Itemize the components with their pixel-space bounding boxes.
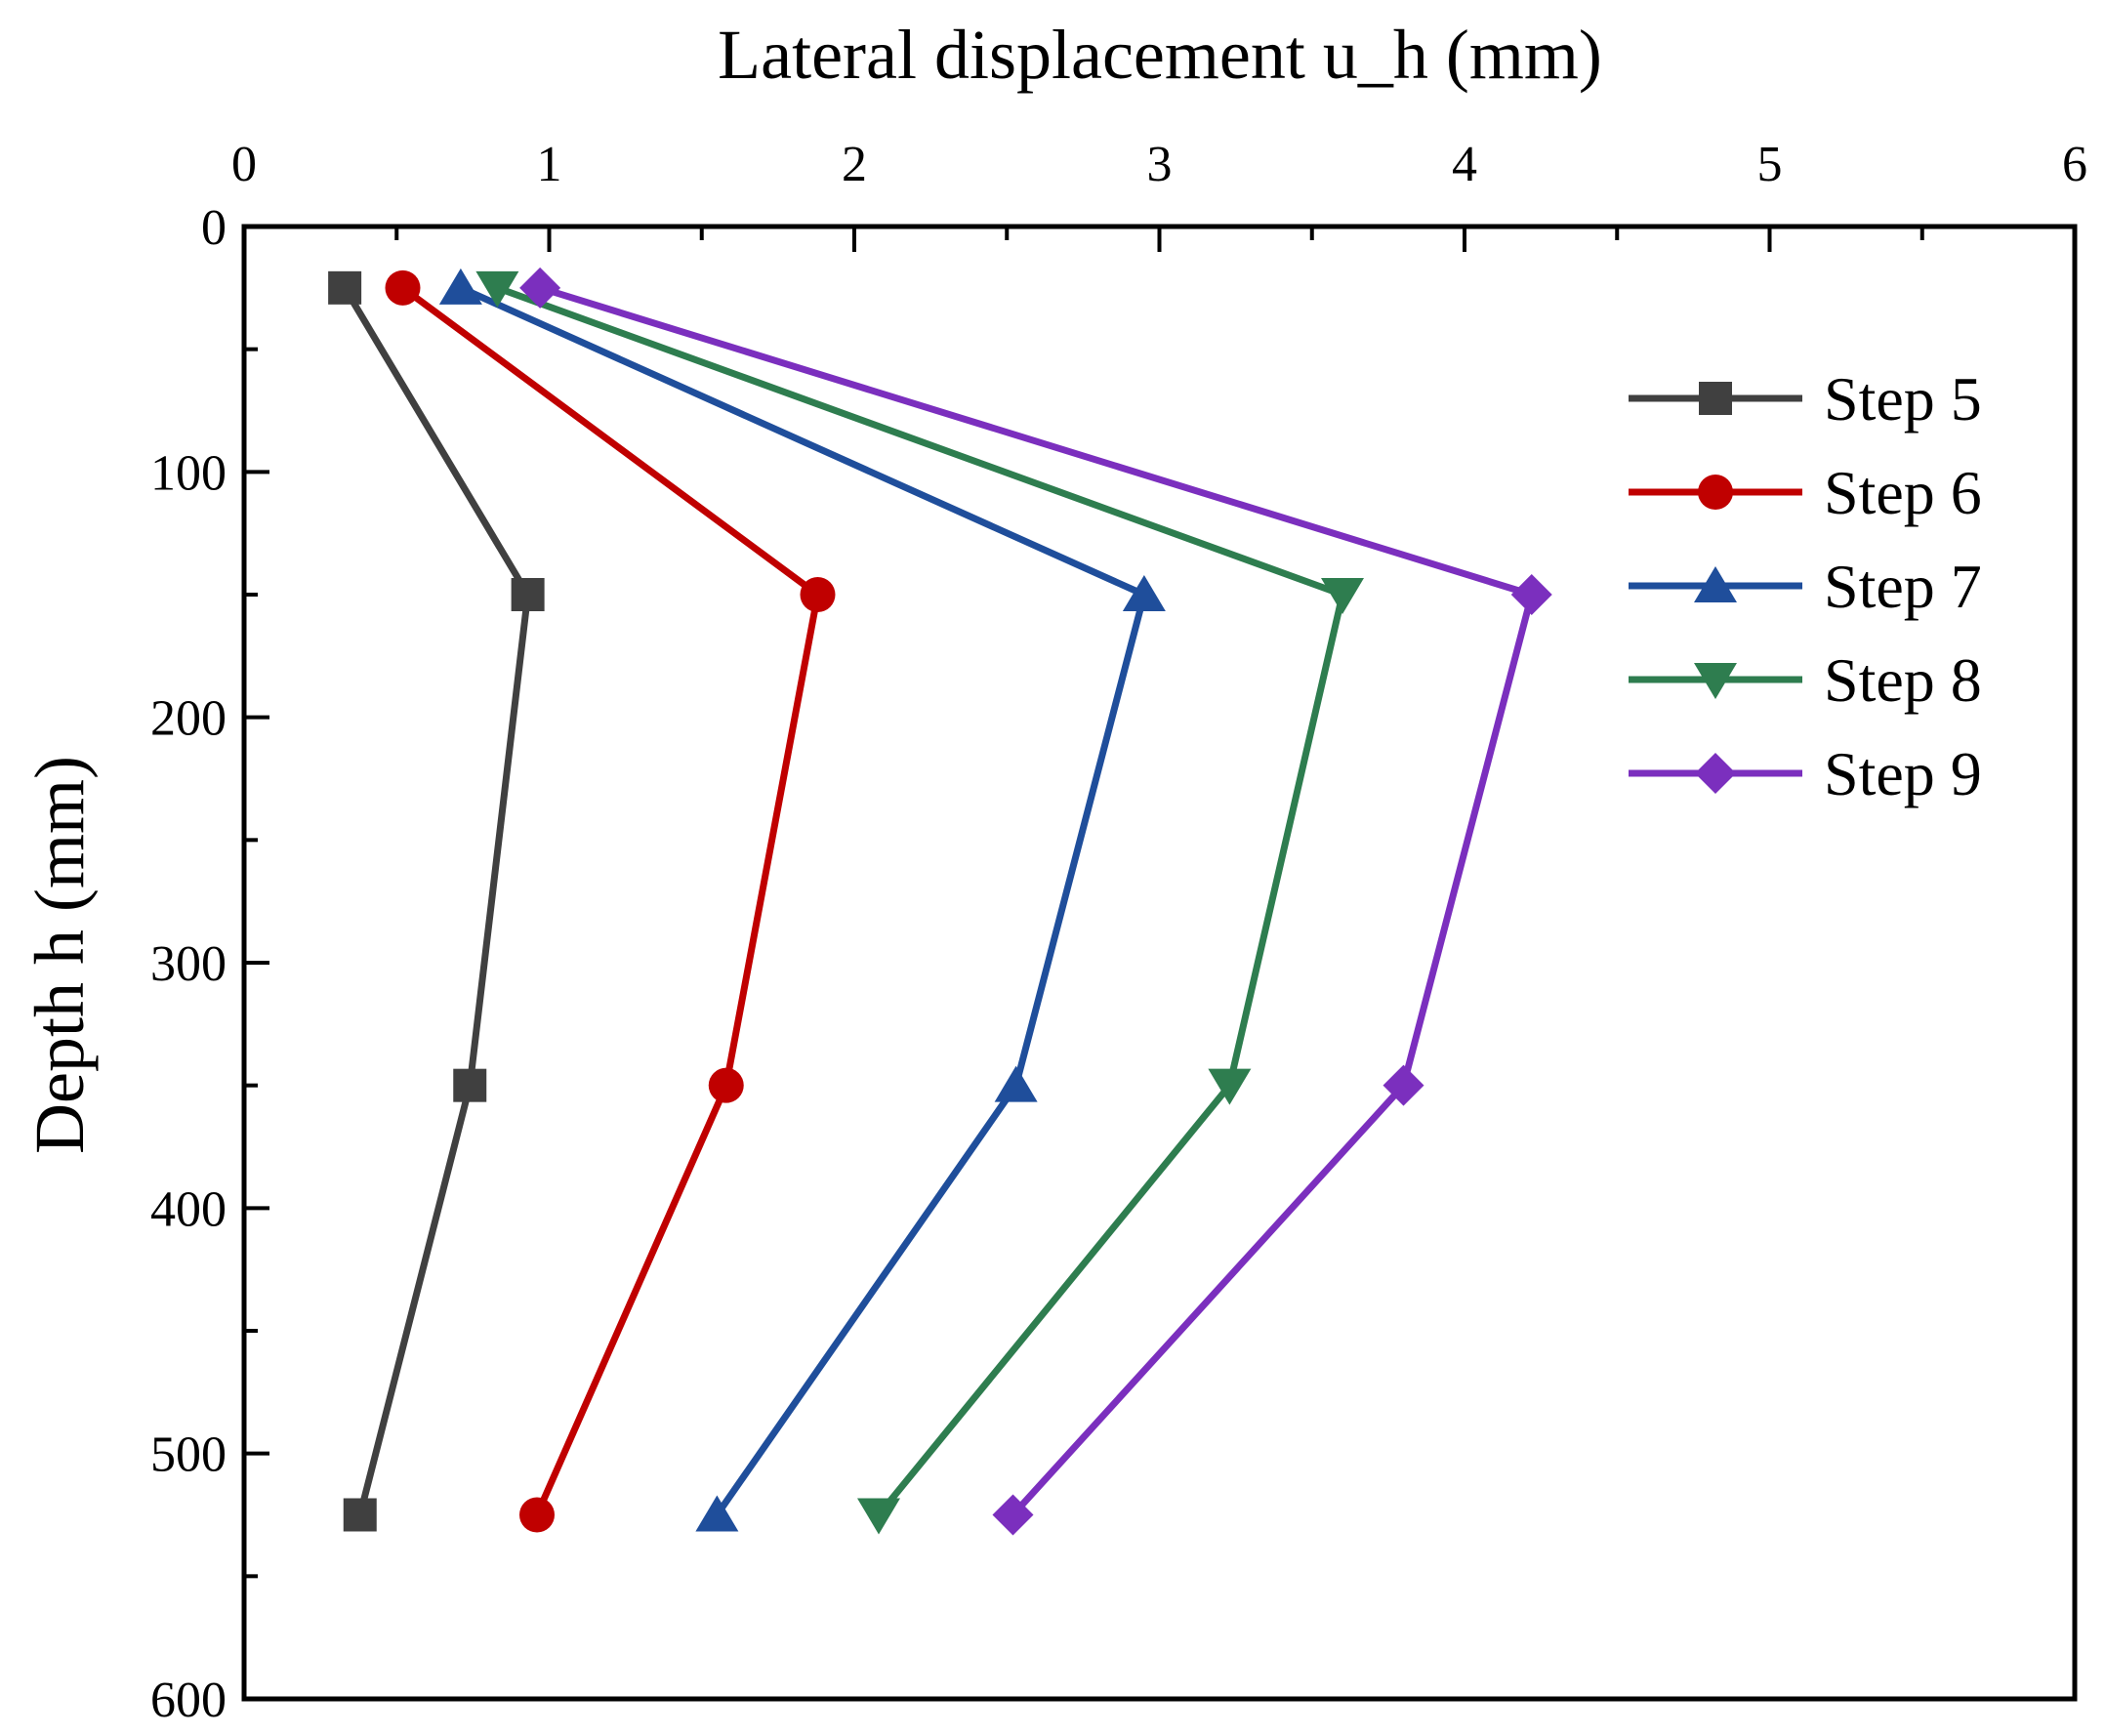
series-step-9 xyxy=(519,267,1552,1536)
data-point xyxy=(800,577,836,612)
data-point xyxy=(385,269,421,306)
data-point xyxy=(475,270,519,308)
data-point xyxy=(519,1497,555,1533)
series-line xyxy=(496,284,1346,1517)
legend: Step 5 Step 6 Step 7 Step 8 Step 9 xyxy=(1629,364,1982,808)
x-tick-label: 4 xyxy=(1452,137,1477,192)
data-point xyxy=(1122,575,1166,611)
data-point xyxy=(519,267,561,309)
series-line xyxy=(342,286,532,1516)
plot-frame xyxy=(241,224,2078,1702)
legend-marker xyxy=(1694,663,1737,699)
legend-marker xyxy=(1698,475,1733,510)
x-axis-label: Lateral displacement u_h (mm) xyxy=(718,16,1602,94)
legend-item: Step 7 xyxy=(1629,552,1982,621)
series-step-5 xyxy=(328,270,545,1532)
series-line xyxy=(400,285,821,1516)
data-point xyxy=(1383,1064,1424,1106)
data-point xyxy=(857,1498,900,1535)
data-point xyxy=(1208,1068,1252,1105)
x-tick-label: 6 xyxy=(2062,137,2087,192)
data-point xyxy=(511,578,545,611)
data-point xyxy=(438,268,482,305)
data-point xyxy=(994,1065,1038,1102)
x-tick-label: 5 xyxy=(1757,137,1783,192)
legend-marker xyxy=(1694,566,1737,602)
legend-label: Step 8 xyxy=(1824,645,1982,715)
y-tick-label: 100 xyxy=(150,445,227,501)
x-tick-label: 0 xyxy=(231,137,257,192)
plot-area: 0 1 2 3 4 5 6 0 100 200 300 400 500 600 xyxy=(150,137,2087,1728)
legend-label: Step 9 xyxy=(1824,739,1982,808)
legend-item: Step 8 xyxy=(1629,645,1982,715)
y-tick-label: 0 xyxy=(201,200,227,256)
y-tick-label: 200 xyxy=(150,691,227,747)
y-axis-label: Depth h (mm) xyxy=(21,756,99,1154)
legend-item: Step 5 xyxy=(1629,364,1982,434)
y-tick-label: 500 xyxy=(150,1427,227,1483)
legend-item: Step 9 xyxy=(1629,739,1982,808)
legend-marker xyxy=(1695,753,1736,794)
legend-label: Step 7 xyxy=(1824,552,1982,621)
legend-item: Step 6 xyxy=(1629,458,1982,527)
y-tick-label: 400 xyxy=(150,1181,227,1237)
legend-label: Step 6 xyxy=(1824,458,1982,527)
legend-marker xyxy=(1699,382,1732,415)
series-line xyxy=(539,284,1536,1517)
series-line xyxy=(459,284,1148,1517)
x-tick-label: 3 xyxy=(1147,137,1173,192)
series-step-8 xyxy=(475,270,1364,1535)
x-tick-label: 2 xyxy=(842,137,867,192)
legend-label: Step 5 xyxy=(1824,364,1982,434)
y-tick-label: 300 xyxy=(150,936,227,992)
data-point xyxy=(708,1067,744,1103)
data-point xyxy=(328,270,362,305)
data-point xyxy=(695,1495,739,1532)
y-tick-label: 600 xyxy=(150,1673,227,1728)
data-point xyxy=(1321,578,1364,614)
data-point xyxy=(453,1068,487,1102)
x-tick-label: 1 xyxy=(537,137,562,192)
data-point xyxy=(1510,574,1552,615)
data-point xyxy=(992,1494,1034,1536)
series-step-6 xyxy=(385,269,836,1533)
series-step-7 xyxy=(438,268,1166,1532)
data-point xyxy=(343,1498,377,1532)
